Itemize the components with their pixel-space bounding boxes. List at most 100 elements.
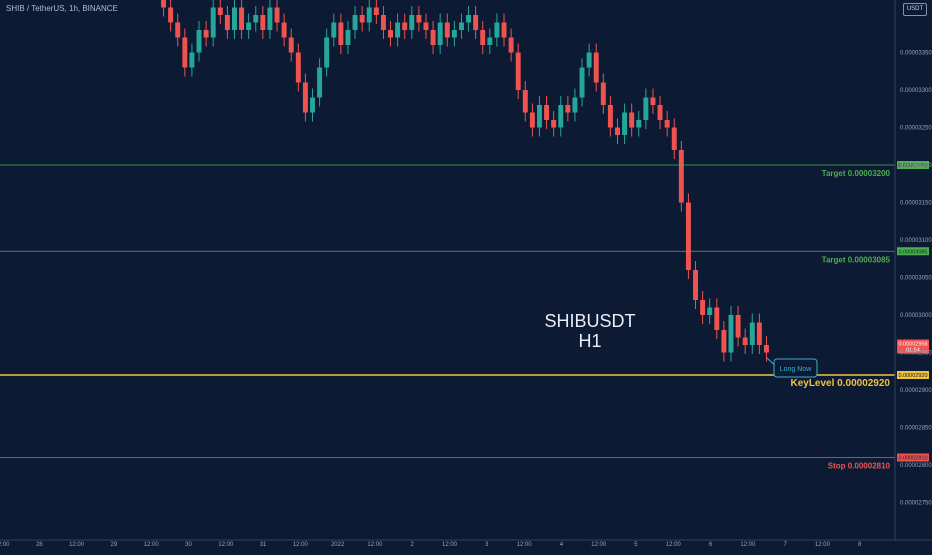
y-tick-label: 0.00003000 xyxy=(900,313,932,319)
candle-body xyxy=(416,15,422,23)
x-tick-label: 6 xyxy=(709,542,713,548)
candle-body xyxy=(487,37,493,45)
y-tick-label: 0.00003100 xyxy=(900,238,932,244)
candle-body xyxy=(756,322,762,345)
callout-text: Long Now xyxy=(780,366,812,373)
level-axis-label-key: 0.00002920 xyxy=(898,373,927,379)
y-tick-label: 0.00003050 xyxy=(900,276,932,282)
annotation-symbol: SHIBUSDT xyxy=(544,311,636,331)
candle-body xyxy=(565,105,571,113)
candle-body xyxy=(324,37,330,68)
annotation-timeframe: H1 xyxy=(578,331,602,351)
candle-body xyxy=(586,52,592,68)
candle-body xyxy=(466,15,472,23)
candle-body xyxy=(373,7,379,15)
y-tick-label: 0.00003350 xyxy=(900,51,932,57)
candle-body xyxy=(473,15,479,30)
candle-body xyxy=(735,315,741,338)
symbol-header: SHIB / TetherUS, 1h, BINANCE xyxy=(6,4,118,13)
x-tick-label: 12:00 xyxy=(0,542,10,548)
candle-body xyxy=(572,97,578,113)
candle-body xyxy=(664,120,670,128)
level-label-target: Target 0.00003200 xyxy=(822,169,891,178)
candle-body xyxy=(423,22,429,30)
candle-body xyxy=(409,15,415,30)
candle-body xyxy=(331,22,337,38)
candle-body xyxy=(203,30,209,38)
y-tick-label: 0.00003300 xyxy=(900,88,932,94)
candle-body xyxy=(536,105,542,128)
candle-body xyxy=(437,22,443,45)
candle-body xyxy=(352,15,358,30)
candle-body xyxy=(714,307,720,330)
candle-body xyxy=(480,30,486,45)
y-tick-label: 0.00002750 xyxy=(900,501,932,507)
candle-body xyxy=(593,52,599,83)
candle-body xyxy=(288,37,294,53)
y-tick-label: 0.00003250 xyxy=(900,126,932,132)
x-tick-label: 12:00 xyxy=(218,542,234,548)
candle-body xyxy=(728,315,734,353)
level-axis-label-stop: 0.00002810 xyxy=(898,456,927,462)
long-now-callout: Long Now xyxy=(766,357,818,378)
x-tick-label: 12:00 xyxy=(815,542,831,548)
x-tick-label: 12:00 xyxy=(367,542,383,548)
candle-body xyxy=(210,7,216,38)
last-price-tag xyxy=(897,339,929,354)
level-axis-tag-stop xyxy=(897,453,929,462)
level-axis-tag-target xyxy=(897,247,929,256)
level-axis-tag-key xyxy=(897,371,929,379)
candle-body xyxy=(508,37,514,53)
candle-body xyxy=(622,112,628,135)
candle-body xyxy=(615,127,620,135)
levels-group: Target 0.00003200 0.00003200 Target 0.0000… xyxy=(0,161,929,471)
x-tick-label: 4 xyxy=(560,542,564,548)
candle-body xyxy=(295,52,301,83)
candle-body xyxy=(522,90,528,113)
candle-body xyxy=(366,7,372,23)
candle-body xyxy=(629,112,635,128)
candle-body xyxy=(643,97,649,120)
candle-body xyxy=(338,22,344,45)
x-tick-label: 7 xyxy=(783,542,787,548)
candle-body xyxy=(260,15,266,30)
level-axis-tag-target xyxy=(897,161,929,169)
candle-body xyxy=(707,307,713,315)
candle-body xyxy=(650,97,656,105)
candle-body xyxy=(607,105,613,128)
candle-body xyxy=(742,337,748,345)
candle-body xyxy=(217,7,223,15)
candle-body xyxy=(231,7,237,30)
callout-box xyxy=(773,358,818,378)
candle-body xyxy=(721,330,727,353)
y-axis-ticks: 0.00003350 0.00003300 0.00003250 0.00003200… xyxy=(900,51,932,507)
candle-body xyxy=(671,127,677,150)
candle-body xyxy=(395,22,401,38)
currency-badge[interactable]: USDT xyxy=(903,3,927,16)
y-tick-label: 0.00002950 xyxy=(900,351,932,357)
chart-annotation-title: SHIBUSDT H1 xyxy=(520,311,660,351)
x-tick-label: 3 xyxy=(485,542,489,548)
x-tick-label: 2 xyxy=(411,542,415,548)
candle-body xyxy=(317,67,323,98)
candle-body xyxy=(657,105,663,120)
x-tick-label: 2022 xyxy=(331,542,345,548)
candle-body xyxy=(515,52,521,90)
y-tick-label: 0.00002800 xyxy=(900,463,932,469)
x-tick-label: 12:00 xyxy=(144,542,160,548)
candle-body xyxy=(161,0,167,8)
level-label-key: KeyLevel 0.00002920 xyxy=(790,378,890,389)
candle-body xyxy=(182,37,188,68)
last-price-countdown: 01:54 xyxy=(906,348,920,354)
candle-body xyxy=(175,22,181,38)
level-axis-label-target: 0.00003200 xyxy=(898,163,927,169)
x-tick-label: 12:00 xyxy=(442,542,458,548)
candle-body xyxy=(402,22,408,30)
candle-body xyxy=(380,15,386,30)
y-tick-label: 0.00002900 xyxy=(900,388,932,394)
y-tick-label: 0.00003200 xyxy=(900,163,932,169)
x-tick-label: 8 xyxy=(858,542,862,548)
candle-body xyxy=(501,22,507,38)
